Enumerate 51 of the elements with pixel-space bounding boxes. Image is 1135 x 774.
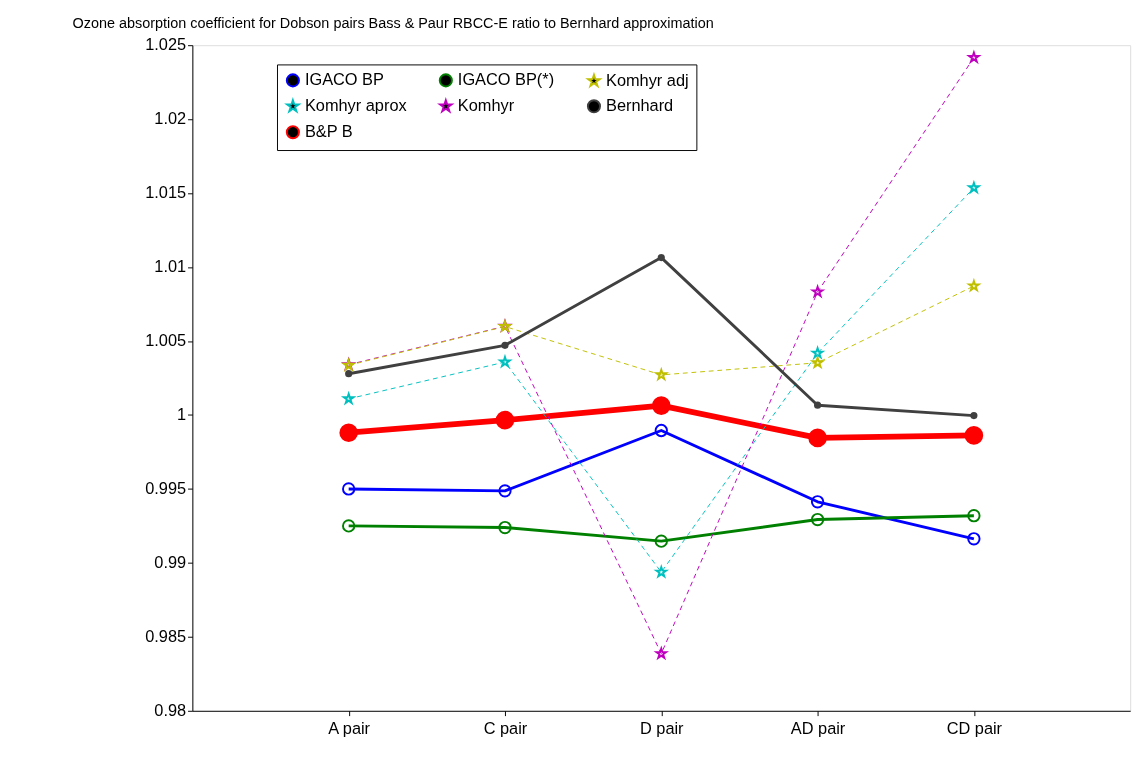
point (810, 345, 826, 360)
legend-label: B&P B (304, 122, 353, 141)
legend-label: Komhyr adj (605, 70, 689, 89)
y-tick-label: 1.01 (154, 257, 187, 276)
point (964, 426, 984, 445)
point (970, 411, 978, 420)
chart-title: Ozone absorption coefficient for Dobson pairs Bass & Paur RBCC-E ratio to Bernhard approximation (72, 14, 714, 31)
point (810, 512, 825, 527)
point (966, 49, 982, 65)
point (345, 370, 353, 378)
x-tick-label: CD pair (946, 719, 1003, 738)
point (654, 534, 668, 548)
point (495, 410, 515, 430)
point (653, 564, 669, 579)
legend-label: Komhyr (457, 96, 515, 115)
point (654, 423, 668, 438)
point (342, 482, 356, 496)
y-tick-label: 1.015 (145, 183, 187, 202)
y-tick-label: 1.025 (145, 35, 187, 54)
y-tick-label: 1.005 (145, 331, 187, 350)
point (657, 254, 665, 262)
point (813, 401, 822, 409)
legend-label: IGACO BP(*) (457, 70, 555, 89)
point (498, 520, 512, 535)
point (341, 391, 357, 406)
point (967, 509, 981, 523)
legend-label: IGACO BP (304, 70, 385, 89)
y-tick-label: 0.98 (154, 701, 187, 720)
point (810, 495, 825, 509)
legend-label: Bernhard (605, 96, 674, 115)
y-tick-label: 1 (177, 405, 187, 424)
point (808, 428, 827, 448)
x-tick-label: A pair (328, 719, 371, 738)
point (653, 645, 669, 661)
point (498, 484, 512, 498)
x-tick-label: C pair (483, 719, 528, 738)
point (653, 367, 669, 382)
y-tick-label: 0.985 (145, 627, 187, 646)
y-tick-label: 1.02 (154, 109, 187, 128)
point (339, 423, 358, 442)
x-tick-label: AD pair (790, 719, 846, 738)
point (501, 341, 509, 349)
legend-label: Komhyr aprox (304, 96, 407, 115)
point (810, 354, 826, 370)
point (810, 284, 826, 299)
point (651, 396, 671, 415)
y-tick-label: 0.995 (145, 479, 187, 498)
point (967, 532, 981, 546)
y-tick-label: 0.99 (154, 553, 187, 572)
point (342, 519, 356, 533)
x-tick-label: D pair (639, 719, 685, 738)
